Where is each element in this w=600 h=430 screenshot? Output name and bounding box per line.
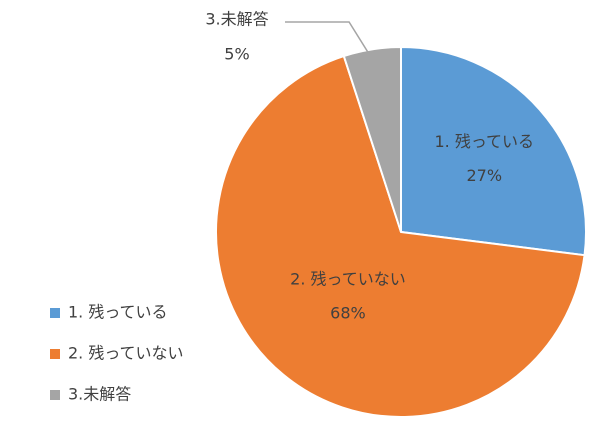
data-label: 5%	[224, 45, 249, 64]
pie-slice	[215, 54, 586, 418]
slice-label: 3.未解答	[205, 10, 268, 29]
leader-line	[285, 21, 375, 63]
slice-label: 1. 残っている	[434, 132, 534, 151]
data-label: 27%	[466, 166, 502, 185]
data-label: 68%	[330, 304, 366, 323]
legend-label: 2. 残っていない	[68, 344, 184, 363]
legend-label: 1. 残っている	[68, 303, 168, 322]
legend-swatch	[50, 390, 60, 400]
pie-slice	[342, 45, 402, 233]
legend-swatch	[50, 349, 60, 359]
legend-swatch	[50, 308, 60, 318]
legend-label: 3.未解答	[68, 385, 131, 404]
pie-slice	[400, 45, 587, 257]
slice-label: 2. 残っていない	[290, 270, 406, 289]
